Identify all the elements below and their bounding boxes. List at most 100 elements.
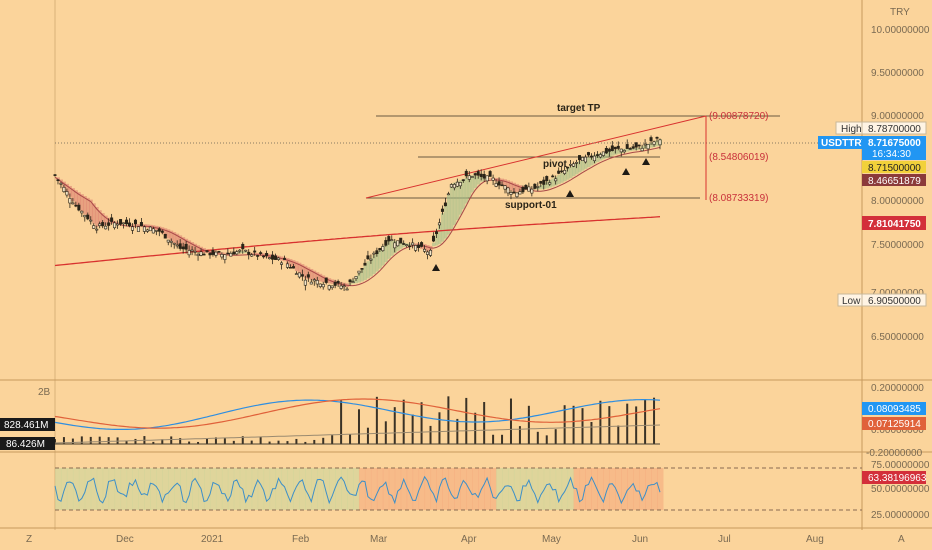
rsi-band [299,468,306,510]
candle [330,285,334,289]
auto-scale-button[interactable]: A [898,534,905,545]
band-segment [431,242,436,247]
band-segment [515,183,519,192]
zoom-button[interactable]: Z [26,534,32,545]
candle [509,192,513,195]
band-segment [86,197,90,218]
candle [53,174,57,176]
rsi-band [472,468,479,510]
candle [452,184,456,189]
candle [408,245,412,248]
candle [476,171,480,176]
candle [443,202,447,207]
time-axis[interactable]: Dec 2021 Feb Mar Apr May Jun Jul Aug [116,534,824,545]
candle [372,252,376,255]
band-segment [169,230,174,241]
candle [139,222,143,227]
candle [324,277,328,283]
band-segment [390,240,394,256]
volume-bar [653,397,656,444]
candle [297,272,301,278]
rsi-band [84,468,92,510]
candle [464,170,468,177]
rsi-band [275,468,283,510]
candle [506,187,510,194]
candle [455,181,459,187]
rsi-background [55,468,664,510]
band-segment [426,244,430,252]
ema-value: 7.81041750 [868,219,921,230]
corner-buttons[interactable]: Z A [26,534,905,545]
band-segment [309,268,314,280]
candles [53,135,662,291]
volume-bar [277,440,280,444]
band-segment [95,206,99,227]
candle [536,186,540,188]
candle [378,248,382,251]
volume-bar [62,437,65,444]
signal-markers [432,158,650,271]
volume-bar [89,436,92,444]
band-segment [443,203,448,239]
candle [482,174,486,179]
volume-bar [492,434,495,444]
upper-trendline[interactable] [365,115,707,199]
volume-bar [626,403,629,444]
band-segment [71,188,75,201]
price-tick: 6.50000000 [871,332,924,343]
rsi-band [448,468,455,510]
ma2-value: 8.46651879 [868,176,921,187]
candle [393,242,397,249]
rsi-pane[interactable]: 75.00000000 50.00000000 25.00000000 63.3… [54,460,930,521]
candle [348,279,352,283]
candle [220,254,224,258]
rsi-band [204,468,211,510]
oscillator-blue-line [54,399,661,430]
rsi-band [293,468,300,510]
rsi-band [597,468,604,510]
rsi-band [138,468,145,510]
rsi-band [436,468,443,510]
time-tick: Feb [292,534,310,545]
ema-line [54,216,661,267]
rsi-band [460,468,467,510]
candle [107,222,111,226]
band-segment [434,232,439,246]
band-segment [452,182,457,226]
band-segment [175,233,180,246]
rsi-band [484,468,491,510]
ma-line [54,146,661,287]
candle [578,155,582,161]
oscillator-red-line [54,398,661,429]
band-segment [77,192,81,209]
rsi-band [496,468,503,510]
rsi-band [591,468,598,510]
volume-pane[interactable]: 2B 828.461M 86.426M 0.20000000 0.0000000… [0,383,926,459]
volume-bar [286,441,289,444]
candle [223,254,227,260]
candle [226,252,230,255]
band-segment [655,140,659,147]
band-segment [166,229,171,239]
band-segment [616,149,621,154]
candle [387,236,391,242]
volume-bar [170,436,173,444]
candle [336,281,340,284]
rsi-band [233,468,241,510]
volume-bar [483,402,486,444]
time-tick: 2021 [201,534,224,545]
candle [527,186,531,192]
band-segment [458,180,463,215]
candle [238,249,242,252]
candle [101,222,105,227]
rsi-band [615,468,622,510]
candle [130,226,134,231]
candle [187,250,191,256]
rsi-band [430,468,437,510]
band-segment [315,272,320,281]
band-segment [83,196,87,215]
candle [366,255,370,260]
candle [175,244,179,247]
candle [80,210,84,214]
